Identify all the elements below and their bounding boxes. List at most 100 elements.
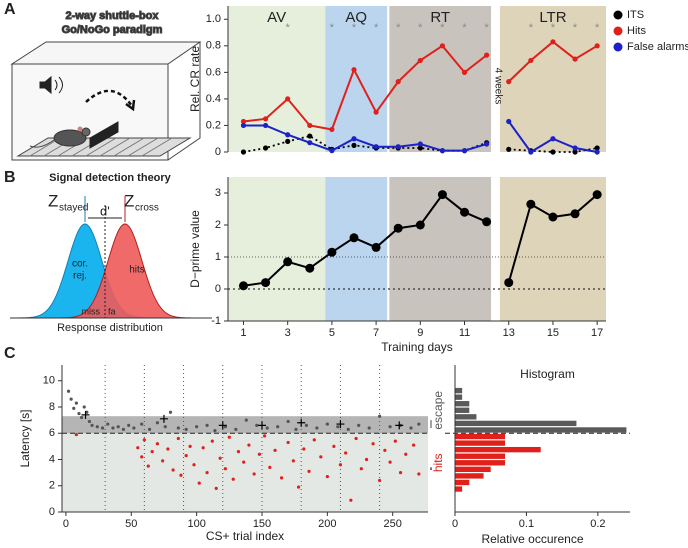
speaker-icon — [39, 75, 52, 95]
data-point — [504, 278, 514, 288]
x-tick-label: 0.1 — [519, 518, 534, 530]
histogram-bar — [455, 420, 577, 427]
data-point — [373, 144, 379, 150]
d-prime-label: d' — [100, 203, 110, 218]
data-point — [236, 450, 241, 454]
y-tick-label: 2 — [215, 219, 221, 231]
data-point — [257, 452, 261, 456]
data-point — [195, 425, 199, 429]
panel-label: B — [4, 169, 16, 186]
data-point — [329, 148, 335, 154]
data-point — [286, 440, 290, 445]
data-point — [155, 442, 160, 446]
data-point — [283, 257, 293, 267]
data-point — [106, 422, 110, 426]
mouse — [53, 129, 87, 147]
data-point — [315, 426, 319, 430]
band — [62, 416, 428, 434]
significance-mark: * — [529, 22, 534, 34]
phase-region — [228, 177, 326, 321]
histogram-bar — [455, 479, 470, 486]
significance-mark: * — [551, 22, 556, 34]
y-tick-label: -1 — [211, 315, 221, 327]
data-point — [371, 242, 381, 252]
data-point — [205, 423, 209, 427]
x-tick-label: 0 — [452, 518, 458, 530]
data-point — [373, 109, 379, 115]
chart-title: Histogram — [520, 367, 575, 381]
data-point — [231, 477, 235, 481]
phase-region — [389, 177, 492, 321]
data-point — [223, 467, 227, 471]
y-axis-label: D−prime value — [188, 210, 202, 288]
data-point — [312, 438, 316, 442]
data-point — [176, 426, 180, 430]
data-point — [82, 405, 86, 409]
x-tick-label: 11 — [459, 327, 470, 339]
x-tick-label: 15 — [547, 327, 559, 339]
data-point — [357, 423, 361, 427]
data-point — [77, 411, 81, 416]
data-point — [286, 419, 290, 424]
y-axis-label: Latency [s] — [18, 409, 32, 467]
y-tick-label: 0 — [215, 146, 221, 158]
data-point — [417, 57, 423, 64]
data-point — [127, 423, 131, 427]
data-point — [550, 39, 556, 45]
x-axis-label: Response distribution — [57, 322, 163, 334]
data-point — [304, 423, 309, 427]
data-point — [197, 481, 201, 485]
data-point — [240, 122, 247, 129]
data-point — [121, 427, 126, 431]
data-point — [325, 422, 329, 426]
legend-label: Hits — [627, 25, 646, 37]
data-point — [140, 455, 144, 459]
x-tick-label: 100 — [187, 518, 205, 530]
data-point — [378, 478, 382, 483]
histogram-bar — [455, 440, 505, 446]
z-sub: cross — [135, 203, 159, 214]
x-tick-label: 0.2 — [590, 518, 605, 530]
data-point — [409, 426, 413, 430]
x-axis-label: Relative occurence — [481, 532, 583, 546]
data-point — [285, 96, 291, 102]
significance-mark: * — [573, 22, 578, 34]
data-point — [305, 263, 315, 273]
data-point — [238, 281, 248, 291]
signal-detection: Signal detection theory Z stayed Z cross… — [10, 172, 212, 334]
data-point — [262, 122, 269, 129]
data-point — [205, 471, 209, 475]
data-point — [100, 426, 105, 430]
x-tick-label: 200 — [318, 518, 336, 530]
mean-marker — [336, 420, 345, 429]
data-point — [572, 145, 578, 151]
data-point — [526, 199, 536, 209]
data-point — [325, 474, 329, 479]
data-point — [242, 460, 246, 464]
data-point — [594, 149, 600, 155]
data-point — [364, 457, 369, 462]
legend-swatch — [613, 42, 623, 52]
z-sub: stayed — [59, 203, 88, 214]
histogram-bar — [455, 427, 627, 433]
y-tick-label: 0 — [49, 506, 55, 518]
region-label: rej. — [73, 271, 87, 282]
x-tick-label: 5 — [329, 327, 335, 339]
data-point — [417, 472, 421, 476]
legend-swatch — [613, 10, 623, 20]
x-tick-label: 9 — [417, 327, 423, 339]
data-point — [146, 464, 150, 468]
data-point — [484, 141, 490, 147]
data-point — [482, 217, 492, 227]
data-point — [296, 485, 301, 489]
z-label: Z — [124, 191, 134, 210]
data-point — [367, 426, 371, 430]
data-point — [136, 446, 140, 450]
histogram-bar — [455, 407, 470, 413]
data-point — [188, 444, 192, 448]
histogram-bar — [455, 394, 463, 400]
y-tick-label: 3 — [215, 187, 221, 199]
data-point — [90, 423, 94, 427]
arrow — [85, 89, 134, 107]
legend-label: False alarms — [627, 41, 688, 53]
